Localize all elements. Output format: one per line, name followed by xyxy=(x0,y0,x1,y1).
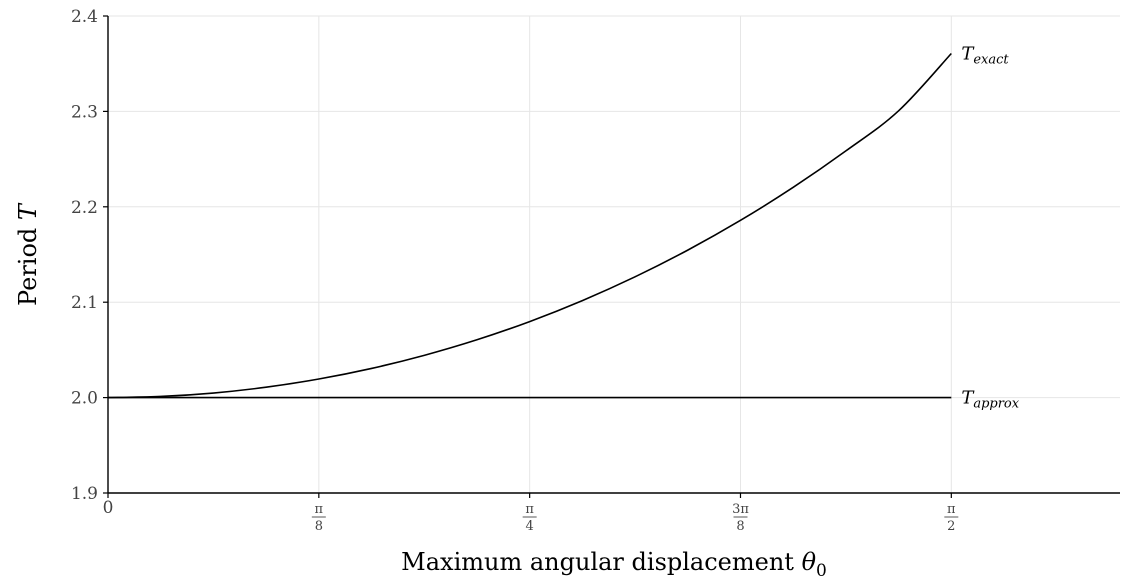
series-label-exact: Texact xyxy=(961,43,1009,67)
x-tick-denominator-1: 8 xyxy=(315,519,323,534)
y-tick-label-0: 1.9 xyxy=(71,484,98,504)
x-tick-denominator-4: 2 xyxy=(947,519,955,534)
x-tick-label-2: π4 xyxy=(522,502,537,534)
y-tick-label-5: 2.4 xyxy=(71,7,98,27)
x-tick-numerator-2: π xyxy=(525,502,534,517)
x-tick-label-1: π8 xyxy=(311,502,326,534)
y-tick-label-2: 2.1 xyxy=(71,293,98,313)
series-layer xyxy=(107,52,952,399)
y-axis-label: Period T xyxy=(14,202,42,306)
series-label-symbol-approx: T xyxy=(961,388,975,409)
series-label-approx: Tapprox xyxy=(961,388,1019,412)
x-tick-label-3: 3π8 xyxy=(732,502,749,534)
x-axis-label: Maximum angular displacement θ0 xyxy=(401,548,827,580)
x-tick-numerator-1: π xyxy=(315,502,324,517)
series-label-subscript-exact: exact xyxy=(973,52,1009,67)
y-tick-label-4: 2.3 xyxy=(71,102,98,122)
x-tick-numerator-4: π xyxy=(947,502,956,517)
y-tick-label-3: 2.2 xyxy=(71,198,98,218)
series-line-exact xyxy=(107,52,952,399)
axes-layer xyxy=(107,16,1120,494)
grid-layer xyxy=(108,15,1120,493)
x-tick-label-0: 0 xyxy=(103,498,114,518)
y-tick-label-1: 2.0 xyxy=(71,389,98,409)
series-label-subscript-approx: approx xyxy=(973,397,1019,412)
x-tick-label-4: π2 xyxy=(944,502,959,534)
x-tick-numerator-3: 3π xyxy=(732,502,749,517)
x-tick-denominator-3: 8 xyxy=(736,519,744,534)
series-label-symbol-exact: T xyxy=(961,43,975,64)
x-tick-denominator-2: 4 xyxy=(526,519,534,534)
